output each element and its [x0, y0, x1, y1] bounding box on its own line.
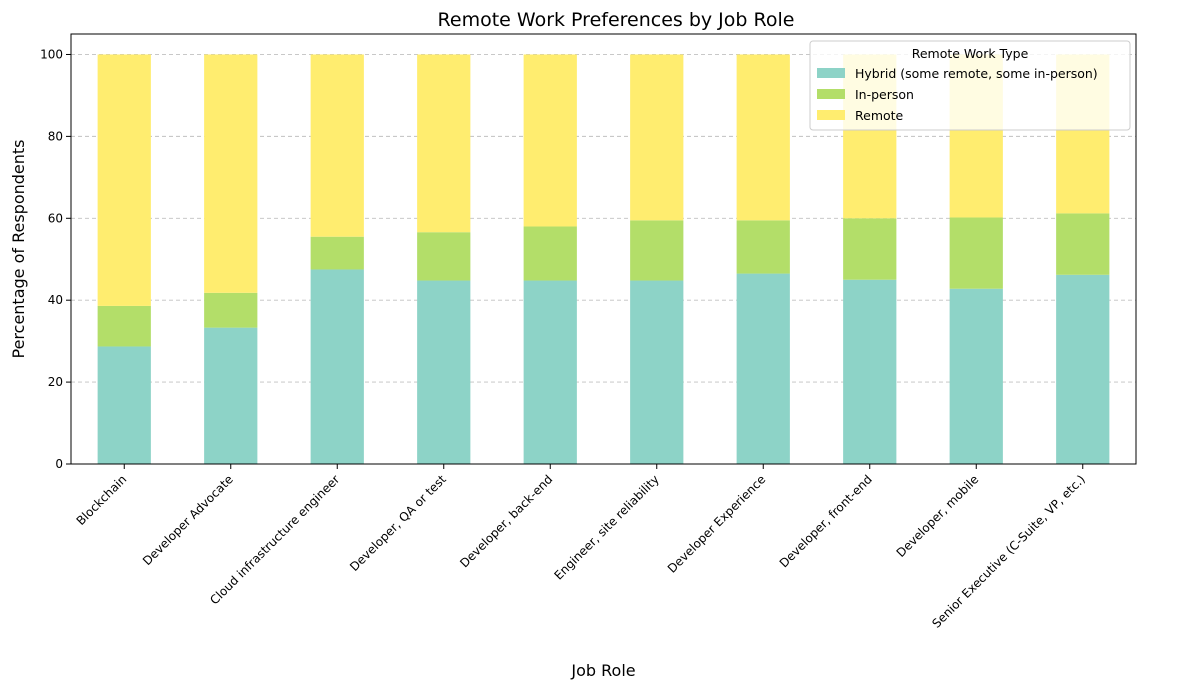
bar-segment-9-1: [1056, 213, 1110, 275]
bar-segment-5-0: [630, 280, 684, 464]
y-tick-label: 80: [48, 129, 63, 143]
x-tick-label: Developer Experience: [665, 472, 769, 576]
legend-title: Remote Work Type: [912, 46, 1029, 61]
x-tick-label: Developer, back-end: [457, 472, 555, 570]
bar-segment-5-1: [630, 220, 684, 281]
legend-swatch-0: [817, 68, 845, 78]
x-tick-label: Blockchain: [74, 472, 130, 528]
bar-segment-3-1: [417, 232, 471, 281]
bar-segment-9-0: [1056, 274, 1110, 464]
bar-segment-2-0: [310, 269, 364, 464]
x-tick-label: Developer, mobile: [894, 472, 982, 560]
x-tick-label: Cloud infrastructure engineer: [207, 472, 342, 607]
legend: Remote Work Type Hybrid (some remote, som…: [809, 40, 1131, 131]
y-tick-label: 0: [55, 457, 63, 471]
bar-segment-2-1: [310, 236, 364, 270]
y-tick-label: 60: [48, 211, 63, 225]
bar-segment-1-2: [204, 54, 258, 293]
bar-segment-0-2: [97, 54, 151, 306]
legend-entry-1: In-person: [855, 87, 914, 102]
legend-frame: [809, 40, 1131, 131]
bar-segment-6-2: [736, 54, 790, 221]
legend-swatch-1: [817, 89, 845, 99]
bar-segment-8-1: [949, 217, 1003, 289]
bar-segment-3-2: [417, 54, 471, 233]
y-tick-label: 100: [40, 47, 63, 61]
chart-title: Remote Work Preferences by Job Role: [438, 9, 795, 31]
y-tick-label: 20: [48, 375, 63, 389]
legend-entry-0: Hybrid (some remote, some in-person): [855, 66, 1098, 81]
bar-segment-4-2: [523, 54, 577, 227]
x-tick-label: Engineer, site reliability: [552, 472, 662, 582]
bar-segment-3-0: [417, 280, 471, 464]
bar-segment-0-0: [97, 346, 151, 464]
bar-segment-6-0: [736, 273, 790, 464]
y-axis: 0 20 40 60 80 100: [40, 47, 71, 471]
x-axis-title: Job Role: [570, 661, 635, 680]
bar-segment-8-0: [949, 288, 1003, 464]
bar-segment-1-1: [204, 292, 258, 328]
bar-segment-4-1: [523, 226, 577, 281]
bar-segment-7-1: [843, 218, 897, 280]
bar-segment-2-2: [310, 54, 364, 237]
bar-segment-1-0: [204, 327, 258, 464]
bar-segment-0-1: [97, 305, 151, 347]
x-tick-label: Developer Advocate: [140, 472, 236, 568]
y-axis-title: Percentage of Respondents: [9, 139, 28, 358]
y-tick-label: 40: [48, 293, 63, 307]
bar-segment-6-1: [736, 220, 790, 274]
legend-swatch-2: [817, 110, 845, 120]
x-tick-label: Developer, front-end: [777, 472, 875, 570]
bar-segment-5-2: [630, 54, 684, 221]
bar-segment-7-0: [843, 279, 897, 464]
bars: [97, 54, 1110, 464]
bar-segment-4-0: [523, 280, 577, 464]
x-tick-label: Developer, QA or test: [347, 472, 449, 574]
legend-entry-2: Remote: [855, 108, 904, 123]
plot-frame: [70, 33, 1137, 465]
